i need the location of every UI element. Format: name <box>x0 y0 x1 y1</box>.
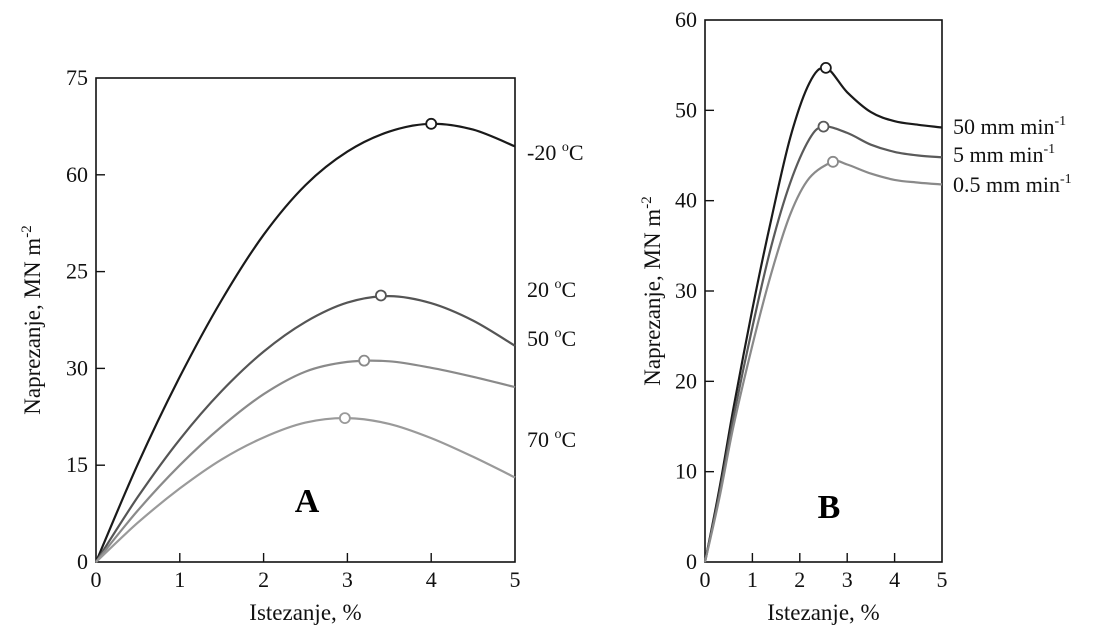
y-tick-label: 60 <box>675 7 697 32</box>
series-line <box>703 159 943 563</box>
y-tick-label: 0 <box>77 549 88 574</box>
series-label-superscript: o <box>555 326 562 341</box>
y-axis-label-text: Naprezanje, MN m <box>20 238 45 415</box>
series-label: 50 oC <box>527 326 576 351</box>
y-tick-label: 15 <box>66 452 88 477</box>
plot-frame <box>704 19 943 563</box>
y-tick-label: 75 <box>66 65 88 90</box>
panel-letter: B <box>818 489 841 526</box>
y-axis-label-exponent: -2 <box>19 225 35 238</box>
y-tick-label: 30 <box>66 355 88 380</box>
x-tick-label: 2 <box>258 567 269 592</box>
x-tick-label: 0 <box>700 567 711 592</box>
x-axis-label: Istezanje, % <box>767 600 879 625</box>
y-axis-label-exponent: -2 <box>639 196 655 209</box>
series-label-unit: C <box>569 140 584 165</box>
series-line <box>95 359 516 563</box>
yield-point-marker <box>358 354 371 367</box>
series-label-superscript: o <box>555 427 562 442</box>
x-tick-label: 1 <box>747 567 758 592</box>
series-label-unit: C <box>562 427 577 452</box>
panel-letter: A <box>295 483 320 520</box>
series-label-superscript: o <box>562 140 569 155</box>
y-axis-label: Naprezanje, MN m-2 <box>19 225 45 414</box>
x-axis-label: Istezanje, % <box>249 600 361 625</box>
series-label-superscript: -1 <box>1060 172 1072 187</box>
series-line <box>95 294 516 563</box>
yield-point-marker <box>819 61 832 74</box>
series-label: 70 oC <box>527 427 576 452</box>
series-label-name: 0.5 mm min <box>953 172 1060 197</box>
y-tick-label: 50 <box>675 97 697 122</box>
series-label-superscript: -1 <box>1054 114 1066 129</box>
yield-point-marker <box>827 155 839 168</box>
series-line <box>95 416 516 563</box>
y-tick-label: 60 <box>66 162 88 187</box>
yield-point-marker <box>817 120 830 133</box>
y-tick-label: 10 <box>675 459 697 484</box>
series-label-name: 20 <box>527 277 555 302</box>
yield-point-marker <box>425 117 438 130</box>
x-tick-label: 5 <box>510 567 521 592</box>
plot-frame <box>95 77 516 563</box>
series-label-unit: C <box>562 277 577 302</box>
x-tick-label: 4 <box>426 567 437 592</box>
series-label-unit: C <box>562 326 577 351</box>
series-label: 5 mm min-1 <box>953 142 1055 167</box>
y-tick-label: 40 <box>675 188 697 213</box>
x-tick-label: 2 <box>794 567 805 592</box>
series-label-superscript: -1 <box>1043 142 1055 157</box>
series-label: -20 oC <box>527 140 584 165</box>
series-label-name: 50 mm min <box>953 114 1054 139</box>
series-label-name: 50 <box>527 326 555 351</box>
x-tick-label: 3 <box>342 567 353 592</box>
x-tick-label: 0 <box>91 567 102 592</box>
y-axis-label: Naprezanje, MN m-2 <box>639 196 665 385</box>
series-label: 20 oC <box>527 277 576 302</box>
x-tick-label: 5 <box>937 567 948 592</box>
series-line <box>703 66 943 563</box>
y-tick-label: 20 <box>675 368 697 393</box>
y-tick-label: 25 <box>66 259 88 284</box>
x-tick-label: 1 <box>174 567 185 592</box>
series-label: 50 mm min-1 <box>953 114 1066 139</box>
series-label-name: -20 <box>527 140 562 165</box>
x-tick-label: 4 <box>889 567 900 592</box>
yield-point-marker <box>375 289 387 302</box>
series-label-name: 70 <box>527 427 555 452</box>
y-tick-label: 30 <box>675 278 697 303</box>
y-tick-label: 0 <box>686 549 697 574</box>
series-label: 0.5 mm min-1 <box>953 172 1072 197</box>
series-label-name: 5 mm min <box>953 142 1043 167</box>
y-axis-label-text: Naprezanje, MN m <box>640 209 665 386</box>
x-tick-label: 3 <box>842 567 853 592</box>
yield-point-marker <box>338 412 351 424</box>
series-label-superscript: o <box>555 277 562 292</box>
series-line <box>703 125 943 563</box>
